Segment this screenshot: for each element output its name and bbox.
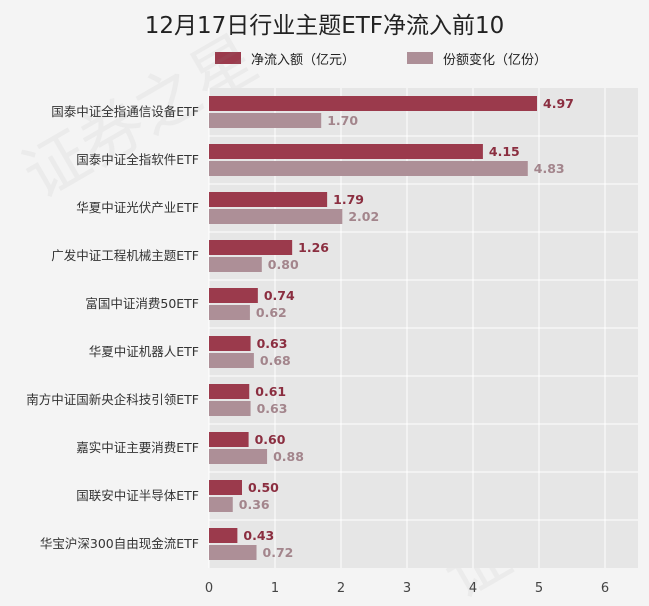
value-label-share-change: 0.36 bbox=[239, 497, 270, 512]
bar-net-inflow bbox=[209, 288, 258, 303]
category-label: 华夏中证光伏产业ETF bbox=[76, 200, 199, 215]
value-label-share-change: 2.02 bbox=[348, 209, 379, 224]
bar-net-inflow bbox=[209, 528, 238, 543]
bar-net-inflow bbox=[209, 384, 250, 399]
bar-share-change bbox=[209, 257, 262, 272]
bars bbox=[209, 96, 538, 560]
legend-swatch-share-change bbox=[407, 52, 434, 64]
value-label-net-inflow: 0.50 bbox=[248, 480, 279, 495]
x-tick-label: 4 bbox=[469, 581, 477, 596]
bar-share-change bbox=[209, 161, 528, 176]
y-axis-labels: 国泰中证全指通信设备ETF 国泰中证全指软件ETF 华夏中证光伏产业ETF 广发中证工… bbox=[26, 104, 199, 551]
value-labels: 4.97 1.70 4.15 4.83 1.79 2.02 1.26 0.80 0.74 0.62… bbox=[239, 96, 574, 560]
x-tick-label: 6 bbox=[601, 581, 609, 596]
legend-item-share-change: 份额变化（亿份） bbox=[407, 49, 547, 68]
x-tick-label: 1 bbox=[271, 581, 279, 596]
legend-label-net-inflow: 净流入额（亿元） bbox=[251, 52, 356, 68]
category-label: 华夏中证机器人ETF bbox=[89, 344, 199, 359]
category-label: 广发中证工程机械主题ETF bbox=[51, 248, 199, 263]
value-label-share-change: 0.80 bbox=[268, 257, 299, 272]
bar-net-inflow bbox=[209, 336, 251, 351]
bar-net-inflow bbox=[209, 240, 293, 255]
value-label-share-change: 4.83 bbox=[534, 161, 565, 176]
category-label: 华宝沪深300自由现金流ETF bbox=[40, 536, 199, 551]
bar-share-change bbox=[209, 209, 343, 224]
value-label-net-inflow: 1.26 bbox=[298, 240, 329, 255]
x-tick-label: 3 bbox=[403, 581, 411, 596]
category-label: 嘉实中证主要消费ETF bbox=[76, 440, 199, 455]
value-label-share-change: 0.62 bbox=[256, 305, 287, 320]
bar-share-change bbox=[209, 401, 251, 416]
category-label: 国泰中证全指通信设备ETF bbox=[51, 104, 199, 119]
bar-net-inflow bbox=[209, 192, 328, 207]
category-label: 国联安中证半导体ETF bbox=[76, 488, 199, 503]
chart-legend: 净流入额（亿元） 份额变化（亿份） bbox=[215, 49, 599, 68]
category-label: 富国中证消费50ETF bbox=[85, 296, 199, 311]
value-label-net-inflow: 4.15 bbox=[489, 144, 520, 159]
legend-swatch-net-inflow bbox=[215, 52, 241, 64]
value-label-net-inflow: 0.61 bbox=[255, 384, 286, 399]
bar-net-inflow bbox=[209, 432, 249, 447]
category-label: 国泰中证全指软件ETF bbox=[76, 152, 199, 167]
x-axis-tick-labels: 0 1 2 3 4 5 6 bbox=[205, 581, 609, 596]
value-label-net-inflow: 1.79 bbox=[333, 192, 364, 207]
value-label-share-change: 0.72 bbox=[263, 545, 294, 560]
bar-share-change bbox=[209, 449, 268, 464]
value-label-share-change: 0.63 bbox=[257, 401, 288, 416]
bar-share-change bbox=[209, 305, 250, 320]
value-label-share-change: 0.88 bbox=[273, 449, 304, 464]
x-tick-label: 2 bbox=[337, 581, 345, 596]
bar-share-change bbox=[209, 113, 322, 128]
value-label-net-inflow: 0.63 bbox=[257, 336, 288, 351]
bar-share-change bbox=[209, 497, 233, 512]
value-label-net-inflow: 0.60 bbox=[255, 432, 286, 447]
value-label-share-change: 0.68 bbox=[260, 353, 291, 368]
value-label-net-inflow: 0.74 bbox=[264, 288, 295, 303]
x-tick-label: 5 bbox=[535, 581, 543, 596]
value-label-net-inflow: 4.97 bbox=[543, 96, 574, 111]
bar-net-inflow bbox=[209, 96, 538, 111]
legend-label-share-change: 份额变化（亿份） bbox=[443, 52, 548, 68]
category-label: 南方中证国新央企科技引领ETF bbox=[26, 392, 199, 407]
bar-share-change bbox=[209, 353, 254, 368]
value-label-net-inflow: 0.43 bbox=[243, 528, 274, 543]
value-label-share-change: 1.70 bbox=[327, 113, 358, 128]
legend-item-net-inflow: 净流入额（亿元） bbox=[215, 49, 355, 68]
chart-title: 12月17日行业主题ETF净流入前10 bbox=[144, 13, 505, 39]
bar-net-inflow bbox=[209, 144, 483, 159]
bar-share-change bbox=[209, 545, 257, 560]
x-tick-label: 0 bbox=[205, 581, 213, 596]
bar-net-inflow bbox=[209, 480, 242, 495]
